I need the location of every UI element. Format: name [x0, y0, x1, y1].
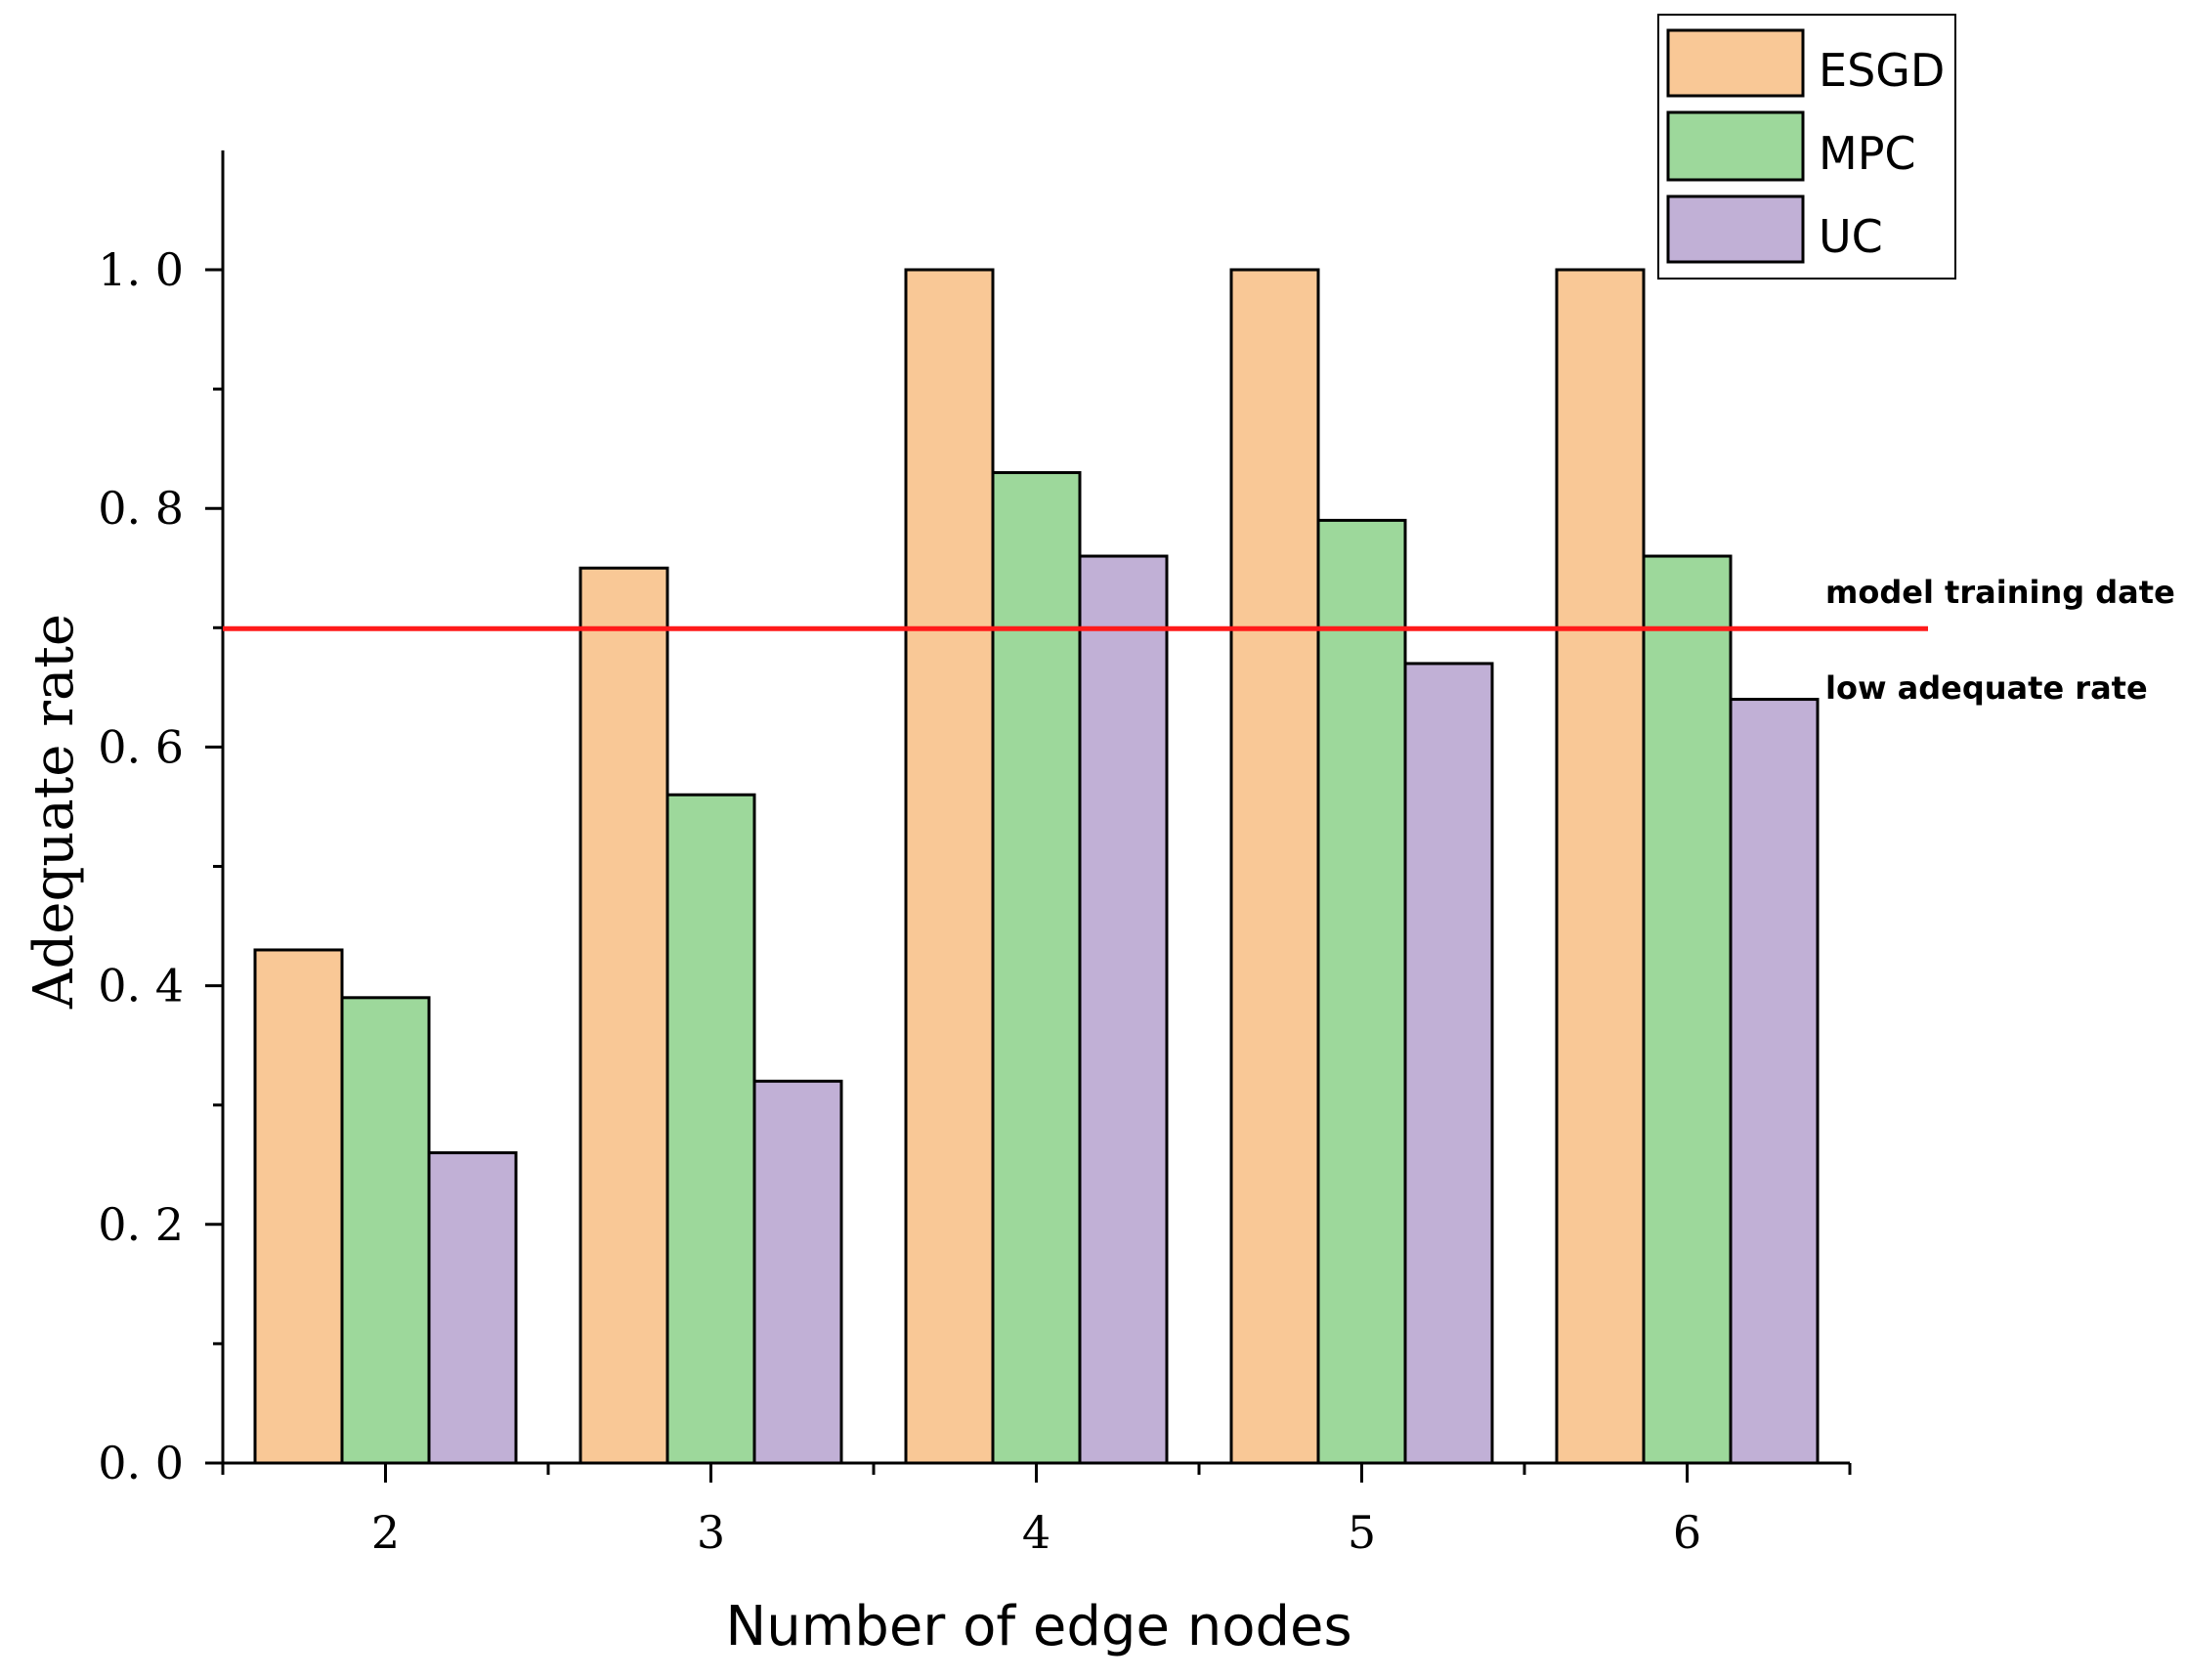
x-tick-label: 6: [1673, 1506, 1701, 1559]
x-axis-title: Number of edge nodes: [725, 1595, 1351, 1658]
y-axis-title: Adequate rate: [22, 614, 86, 1010]
bar-uc-3: [752, 1079, 843, 1465]
legend-swatch-esgd: [1666, 28, 1805, 98]
x-tick-label: 3: [697, 1506, 725, 1559]
y-tick-label: 0. 2: [98, 1198, 184, 1251]
bar-uc-5: [1403, 662, 1494, 1465]
bar-esgd-4: [904, 268, 995, 1465]
y-tick-label: 0. 6: [98, 720, 184, 773]
y-tick-label: 0. 4: [98, 960, 184, 1012]
legend-swatch-uc: [1666, 194, 1805, 264]
y-tick-label: 0. 8: [98, 482, 184, 535]
legend-label-esgd: ESGD: [1819, 44, 1945, 97]
bar-mpc-2: [340, 996, 431, 1465]
legend-label-uc: UC: [1819, 210, 1883, 263]
legend-label-mpc: MPC: [1819, 127, 1916, 180]
axes-group: 0. 0 0. 2 0. 4 0. 6 0. 8 1. 0 2 3 4 5 6: [98, 150, 1852, 1559]
y-tick-label: 1. 0: [98, 243, 184, 296]
legend-swatch-mpc: [1666, 110, 1805, 182]
bar-mpc-6: [1642, 554, 1733, 1465]
bars-group: [253, 268, 1820, 1465]
bar-mpc-3: [665, 793, 756, 1465]
x-tick-label: 5: [1348, 1506, 1376, 1559]
bar-uc-2: [427, 1151, 518, 1465]
x-tick-label: 4: [1022, 1506, 1050, 1559]
bar-esgd-3: [579, 566, 669, 1465]
y-tick-label: 0. 0: [98, 1437, 184, 1489]
bar-esgd-6: [1555, 268, 1646, 1465]
bar-esgd-5: [1229, 268, 1320, 1465]
bar-uc-6: [1729, 698, 1820, 1465]
bar-esgd-2: [253, 948, 344, 1465]
threshold-label-above: model training date: [1825, 574, 2175, 611]
x-tick-label: 2: [371, 1506, 400, 1559]
bar-mpc-5: [1316, 518, 1407, 1465]
legend: ESGD MPC UC: [1657, 14, 1956, 280]
bar-uc-4: [1078, 554, 1169, 1465]
bar-mpc-4: [991, 471, 1082, 1465]
threshold-label-below: low adequate rate: [1825, 669, 2148, 707]
